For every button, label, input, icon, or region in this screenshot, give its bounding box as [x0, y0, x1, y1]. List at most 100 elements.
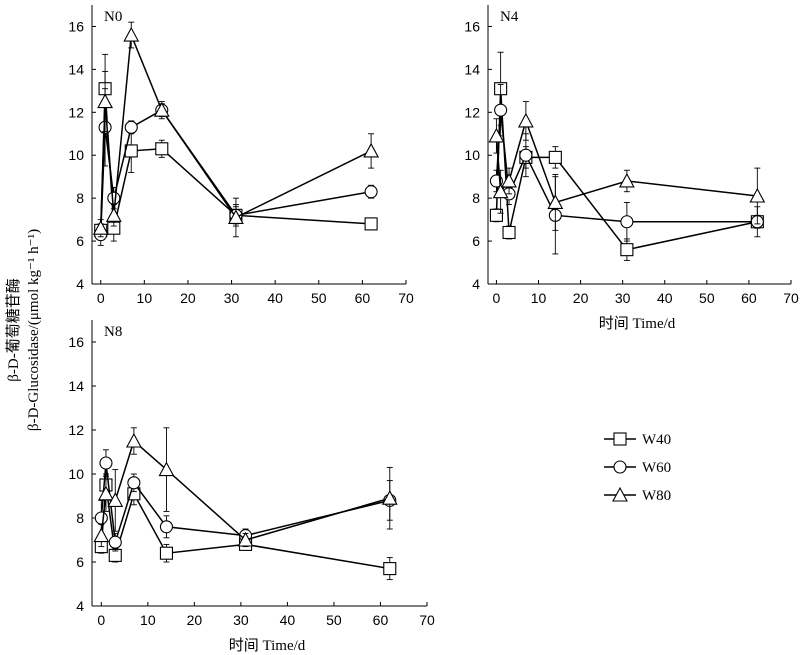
- data-point: [159, 520, 173, 534]
- series-w80: [93, 427, 398, 548]
- data-point: [92, 220, 109, 235]
- panel-label: N0: [104, 9, 122, 25]
- panel-label: N8: [104, 324, 122, 340]
- x-tick-label: 50: [699, 290, 715, 306]
- y-axis-title-english: β-D-Glucosidase/(μmol kg⁻¹ h⁻¹): [26, 229, 42, 431]
- x-tick-label: 60: [741, 290, 757, 306]
- data-point: [494, 103, 508, 117]
- y-tick-label: 4: [76, 598, 84, 614]
- data-point: [123, 26, 140, 42]
- data-point: [381, 490, 398, 505]
- data-point: [620, 215, 634, 229]
- series-w80: [488, 101, 766, 231]
- y-tick-label: 6: [76, 554, 84, 570]
- x-tick-label: 30: [233, 612, 249, 628]
- data-point: [108, 535, 122, 549]
- data-point: [364, 185, 378, 199]
- series-w80: [92, 21, 380, 238]
- legend-marker: [613, 460, 627, 474]
- y-tick-label: 10: [68, 466, 84, 482]
- y-tick-label: 12: [68, 104, 84, 120]
- x-tick-label: 20: [187, 612, 203, 628]
- y-tick-label: 12: [464, 104, 480, 120]
- data-point: [99, 456, 113, 470]
- data-point: [492, 183, 509, 199]
- panel-n4: 4 6 8 10 12 14 16 0 10 20 30 40 50 60 70 N4: [464, 5, 799, 306]
- legend-label: W40: [642, 432, 671, 448]
- data-point: [620, 243, 634, 257]
- y-tick-label: 8: [76, 510, 84, 526]
- legend-entry-w60: W60: [604, 460, 671, 476]
- x-tick-label: 30: [224, 290, 240, 306]
- y-tick-label: 8: [76, 190, 84, 206]
- x-tick-label: 20: [573, 290, 589, 306]
- data-point: [502, 225, 516, 240]
- data-point: [127, 476, 141, 490]
- y-tick-label: 10: [464, 147, 480, 163]
- data-point: [125, 432, 142, 448]
- x-axis-title-n4: 时间 Time/d: [599, 315, 676, 332]
- y-tick-label: 4: [472, 276, 480, 292]
- data-point: [98, 485, 114, 501]
- data-point: [107, 492, 124, 507]
- legend-marker: [613, 432, 627, 446]
- data-point: [618, 172, 635, 188]
- legend-marker: [612, 486, 628, 502]
- x-tick-label: 60: [355, 290, 371, 306]
- y-tick-label: 6: [76, 233, 84, 249]
- x-tick-label: 30: [615, 290, 631, 306]
- y-tick-label: 4: [76, 276, 84, 292]
- data-point: [155, 142, 169, 156]
- y-tick-label: 16: [68, 334, 84, 350]
- x-tick-label: 70: [783, 290, 799, 306]
- legend: W40 W60 W80: [604, 432, 671, 504]
- data-point: [105, 207, 122, 222]
- y-axis-title-chinese: β-D-葡萄糖苷酶: [5, 278, 22, 381]
- y-tick-label: 6: [472, 233, 480, 249]
- x-axis-title-n8: 时间 Time/d: [229, 637, 306, 654]
- data-point: [227, 209, 244, 225]
- data-point: [363, 142, 380, 158]
- x-tick-label: 0: [97, 290, 105, 306]
- data-point: [93, 527, 110, 543]
- data-point: [94, 511, 108, 525]
- data-point: [153, 102, 170, 117]
- data-point: [158, 461, 175, 477]
- x-tick-label: 50: [311, 290, 327, 306]
- x-tick-label: 10: [531, 290, 547, 306]
- data-point: [749, 187, 766, 203]
- legend-label: W80: [642, 488, 671, 504]
- y-tick-label: 10: [68, 147, 84, 163]
- data-point: [97, 93, 114, 109]
- x-tick-label: 40: [657, 290, 673, 306]
- data-point: [501, 172, 517, 188]
- panel-n8: 4 6 8 10 12 14 16 0 10 20 30 40 50 60 70 N8: [68, 320, 435, 628]
- x-tick-label: 70: [419, 612, 435, 628]
- x-tick-label: 10: [140, 612, 156, 628]
- x-tick-label: 0: [493, 290, 501, 306]
- data-point: [517, 112, 534, 128]
- x-tick-label: 60: [373, 612, 389, 628]
- data-point: [548, 150, 562, 164]
- panel-label: N4: [500, 9, 519, 25]
- legend-label: W60: [642, 460, 671, 476]
- x-tick-label: 20: [180, 290, 196, 306]
- y-tick-label: 8: [472, 190, 480, 206]
- x-tick-label: 70: [398, 290, 414, 306]
- legend-entry-w80: W80: [604, 486, 671, 504]
- x-tick-label: 10: [137, 290, 153, 306]
- series-line: [100, 439, 390, 541]
- x-tick-label: 0: [97, 612, 105, 628]
- y-tick-label: 14: [68, 378, 84, 394]
- data-point: [488, 127, 505, 143]
- x-tick-label: 40: [280, 612, 296, 628]
- data-point: [383, 562, 397, 576]
- data-point: [364, 217, 378, 231]
- data-point: [547, 194, 564, 209]
- data-point: [519, 148, 533, 162]
- data-point: [489, 208, 503, 222]
- series-w40: [94, 473, 397, 581]
- legend-entry-w40: W40: [604, 432, 671, 448]
- data-point: [107, 191, 121, 205]
